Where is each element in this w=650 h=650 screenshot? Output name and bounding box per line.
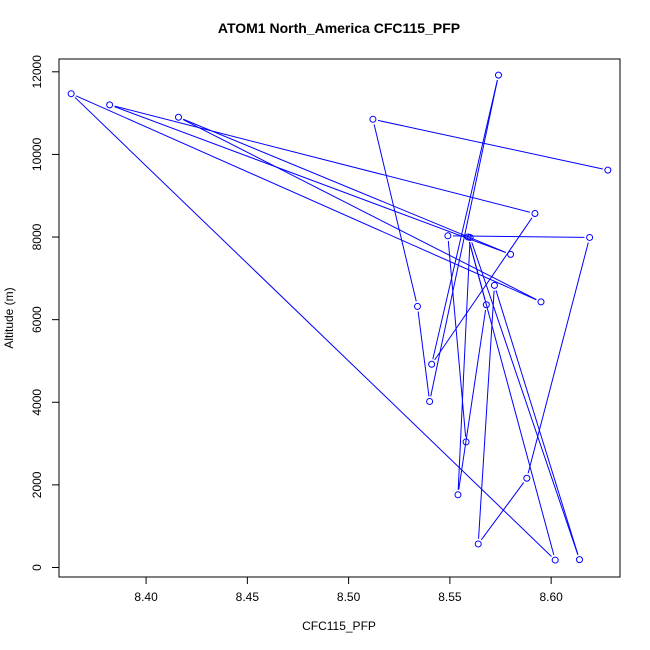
x-axis-label: CFC115_PFP: [302, 619, 376, 633]
series-segment: [447, 240, 467, 437]
series-segment: [182, 119, 537, 300]
y-tick-label: 8000: [30, 223, 44, 250]
series-segment: [495, 290, 579, 555]
data-point: [444, 232, 452, 240]
series-segment: [468, 241, 486, 300]
y-tick-label: 6000: [30, 306, 44, 333]
data-point: [604, 166, 612, 174]
series-segment: [458, 309, 487, 490]
x-tick-label: 8.45: [236, 590, 260, 604]
series-segment: [377, 119, 603, 170]
data-point: [482, 301, 490, 309]
data-point: [531, 209, 539, 217]
data-point: [106, 101, 114, 109]
series-segment: [453, 235, 585, 238]
series-segment: [373, 124, 417, 302]
y-tick-label: 0: [30, 564, 44, 571]
data-point: [523, 474, 531, 482]
y-tick-label: 2000: [30, 471, 44, 498]
series-layer: [67, 71, 612, 564]
data-point: [551, 556, 559, 564]
series-segment: [114, 105, 531, 213]
series-segment: [457, 242, 471, 490]
data-point: [586, 233, 594, 241]
data-point: [575, 556, 583, 564]
chart-title: ATOM1 North_America CFC115_PFP: [218, 20, 460, 36]
x-tick-label: 8.55: [438, 590, 462, 604]
data-point: [462, 438, 470, 446]
data-point: [454, 491, 462, 499]
y-axis-label: Altitude (m): [2, 287, 16, 348]
y-tick-label: 12000: [30, 55, 44, 89]
data-point: [174, 113, 182, 121]
series-segment: [183, 118, 507, 253]
y-tick-label: 4000: [30, 389, 44, 416]
data-point: [537, 298, 545, 306]
series-segment: [471, 242, 579, 555]
series-segment: [527, 242, 589, 474]
series-segment: [480, 482, 525, 541]
data-point: [413, 302, 421, 310]
x-axis: 8.40 8.45 8.50 8.55 8.60: [134, 576, 563, 604]
data-point: [426, 397, 434, 405]
series-segment: [432, 80, 498, 360]
plot-frame: [58, 58, 621, 578]
series-segment: [430, 80, 498, 397]
x-tick-label: 8.40: [134, 590, 158, 604]
data-point: [490, 281, 498, 289]
series-segment: [478, 290, 495, 539]
series-segment: [417, 311, 430, 397]
data-point: [494, 71, 502, 79]
y-tick-label: 10000: [30, 137, 44, 171]
series-segment: [434, 217, 533, 361]
data-point: [67, 90, 75, 98]
y-axis: 0 2000 4000 6000 8000 10000 12000: [30, 55, 60, 571]
series-segment: [114, 106, 506, 254]
data-point: [428, 360, 436, 368]
series-segment: [74, 96, 552, 557]
x-tick-label: 8.50: [337, 590, 361, 604]
data-point: [507, 250, 515, 258]
x-tick-label: 8.60: [539, 590, 563, 604]
series-segment: [75, 95, 537, 301]
data-point: [369, 115, 377, 123]
data-point: [466, 233, 474, 241]
data-point: [474, 540, 482, 548]
